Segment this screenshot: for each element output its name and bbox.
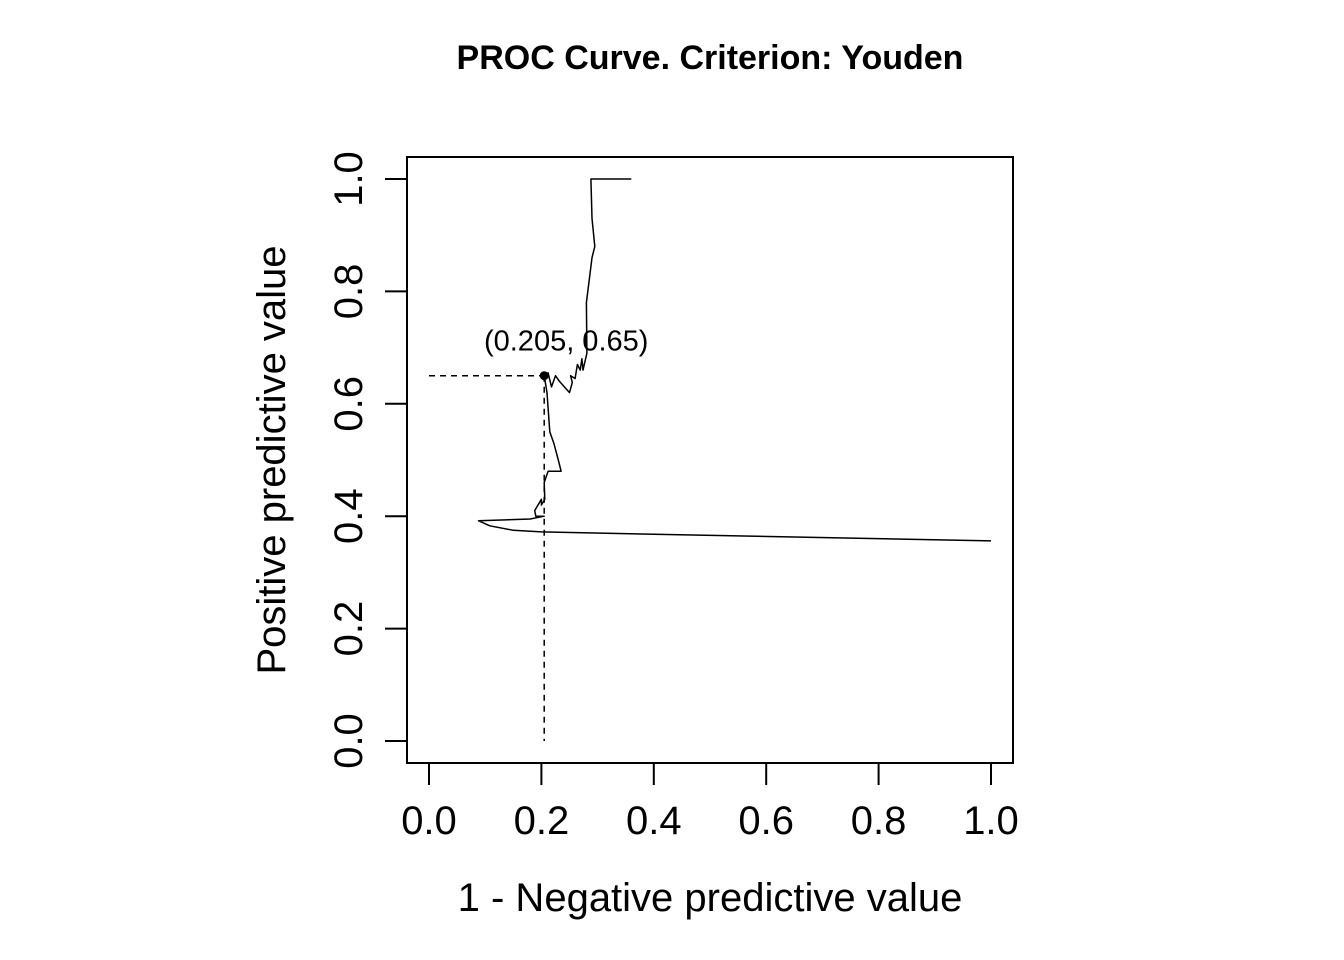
- y-axis-title: Positive predictive value: [250, 245, 294, 674]
- x-axis: 0.0 0.2 0.4 0.6 0.8 1.0: [401, 762, 1019, 843]
- x-tick-label: 0.0: [401, 799, 457, 843]
- y-tick-label: 0.0: [327, 713, 371, 769]
- y-tick-label: 0.4: [327, 488, 371, 544]
- plot-frame: [406, 156, 1014, 764]
- series-line: [477, 178, 992, 542]
- y-tick-label: 0.6: [327, 376, 371, 432]
- y-tick-label: 0.8: [327, 264, 371, 320]
- optimal-point-group: (0.205, 0.65): [484, 326, 648, 381]
- series-group: [477, 178, 992, 542]
- x-axis-title: 1 - Negative predictive value: [458, 876, 963, 920]
- optimal-point-marker: [539, 371, 549, 381]
- x-tick-label: 0.8: [851, 799, 907, 843]
- y-tick-label: 0.2: [327, 601, 371, 657]
- x-tick-label: 1.0: [963, 799, 1019, 843]
- y-axis: 0.0 0.2 0.4 0.6 0.8 1.0: [327, 151, 408, 769]
- y-tick-label: 1.0: [327, 151, 371, 207]
- optimal-point-guides: [429, 374, 545, 741]
- x-tick-label: 0.4: [626, 799, 682, 843]
- chart-title: PROC Curve. Criterion: Youden: [457, 39, 964, 77]
- x-tick-label: 0.2: [514, 799, 570, 843]
- x-tick-label: 0.6: [738, 799, 794, 843]
- optimal-point-label: (0.205, 0.65): [484, 326, 648, 358]
